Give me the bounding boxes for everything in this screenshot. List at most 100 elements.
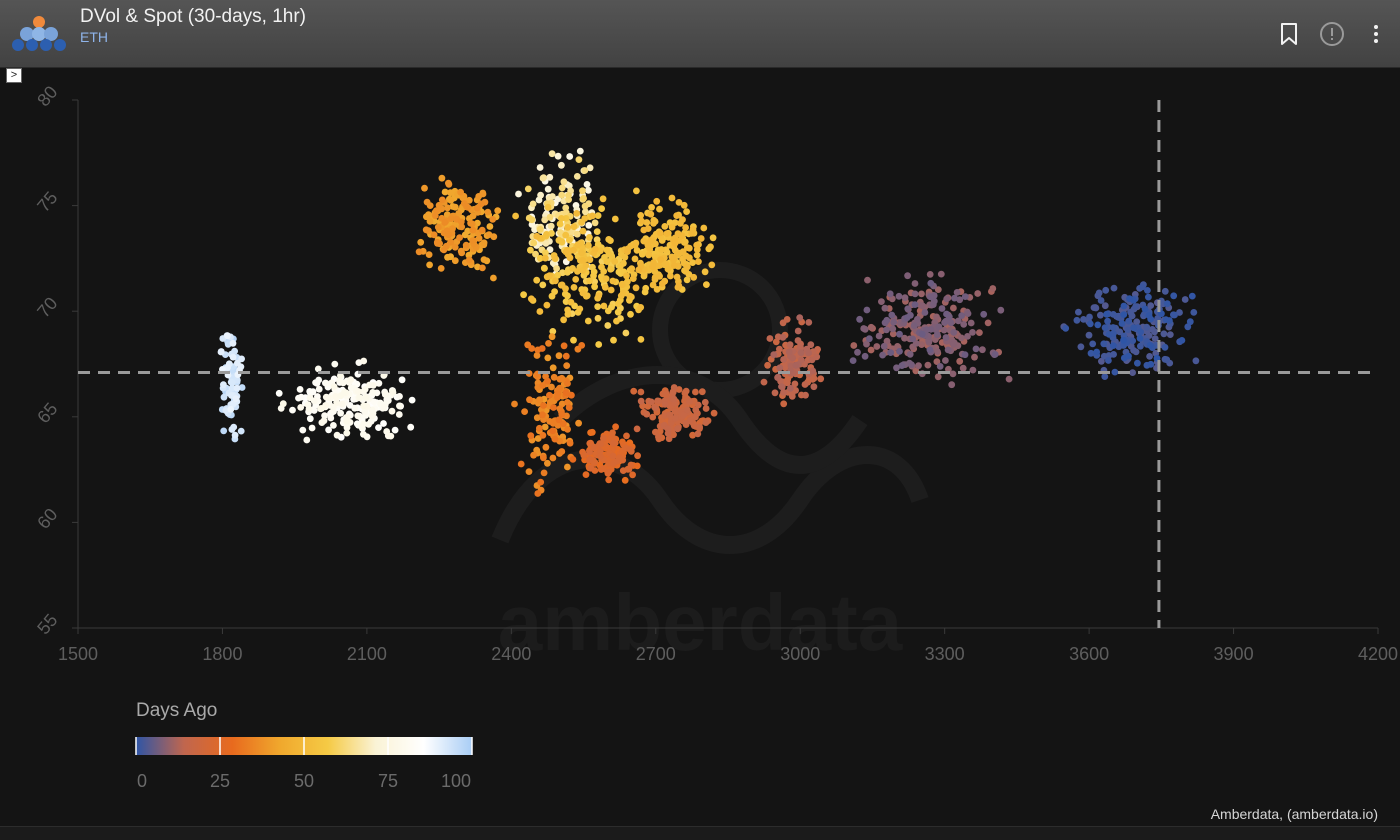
data-point: [375, 379, 383, 387]
data-point: [561, 290, 569, 298]
data-point: [681, 239, 688, 246]
data-point: [574, 268, 581, 275]
data-point: [974, 290, 982, 297]
data-point: [558, 281, 566, 289]
data-point: [1171, 311, 1178, 319]
data-point: [933, 331, 941, 339]
data-point: [582, 208, 589, 216]
data-point: [447, 215, 455, 223]
data-point: [641, 288, 649, 296]
data-point: [623, 272, 630, 280]
data-point: [580, 195, 587, 202]
data-point: [1129, 337, 1137, 345]
data-point: [325, 426, 332, 434]
data-point: [792, 361, 800, 369]
data-point: [575, 419, 582, 427]
data-point: [1118, 320, 1126, 327]
data-point: [955, 317, 962, 325]
data-point: [631, 255, 639, 263]
data-point: [645, 251, 653, 259]
data-point: [478, 226, 486, 234]
data-point: [912, 367, 920, 375]
data-point: [475, 193, 483, 200]
data-point: [465, 196, 473, 204]
x-tick-label: 2100: [347, 644, 387, 664]
data-point: [365, 421, 372, 428]
data-point: [673, 212, 681, 220]
x-tick-label: 3300: [925, 644, 965, 664]
data-point: [854, 348, 861, 356]
data-point: [850, 342, 858, 349]
data-point: [339, 379, 347, 387]
data-point: [675, 282, 683, 290]
data-point: [597, 247, 604, 255]
data-point: [865, 335, 873, 343]
data-point: [619, 467, 627, 474]
data-point: [1095, 289, 1103, 297]
data-point: [604, 322, 612, 329]
bookmark-icon[interactable]: [1277, 21, 1301, 47]
data-point: [1110, 284, 1118, 292]
data-point: [980, 310, 988, 318]
data-point: [544, 185, 552, 193]
data-point: [696, 423, 703, 431]
data-point: [785, 348, 793, 356]
data-point: [901, 334, 908, 342]
data-point: [229, 353, 237, 361]
data-point: [663, 230, 671, 238]
data-point: [536, 164, 544, 171]
data-point: [595, 341, 603, 348]
data-point: [433, 238, 441, 246]
data-point: [989, 285, 997, 292]
data-point: [579, 187, 586, 195]
data-point: [457, 218, 465, 226]
data-point: [598, 263, 605, 271]
data-point: [1192, 357, 1200, 365]
data-point: [549, 193, 556, 200]
data-point: [333, 431, 341, 439]
data-point: [911, 290, 919, 298]
data-point: [670, 395, 678, 403]
data-point: [530, 451, 537, 459]
data-point: [554, 394, 561, 401]
data-point: [682, 224, 689, 231]
data-point: [445, 231, 452, 239]
info-icon[interactable]: [1319, 21, 1345, 47]
data-point: [780, 400, 788, 408]
data-point: [701, 268, 709, 276]
data-point: [596, 452, 604, 460]
data-point: [279, 400, 287, 408]
data-point: [702, 405, 710, 412]
data-point: [361, 408, 369, 416]
data-point: [549, 419, 557, 427]
data-point: [562, 231, 570, 239]
data-point: [625, 465, 633, 473]
data-point: [764, 361, 771, 369]
data-point: [637, 388, 645, 396]
data-point: [438, 196, 446, 204]
data-point: [984, 319, 992, 327]
data-point: [306, 415, 314, 423]
y-tick-label: 80: [33, 82, 61, 110]
data-point: [1166, 317, 1173, 324]
data-point: [238, 384, 246, 391]
more-vert-icon[interactable]: [1364, 21, 1388, 47]
data-point: [489, 216, 497, 223]
data-point: [915, 362, 922, 370]
data-point: [549, 328, 557, 335]
data-point: [591, 283, 598, 291]
data-point: [1125, 352, 1132, 360]
sidebar-toggle-button[interactable]: >: [6, 68, 22, 83]
data-point: [343, 417, 351, 425]
data-point: [540, 454, 547, 462]
data-point: [581, 167, 589, 174]
data-point: [889, 330, 897, 338]
data-point: [438, 174, 446, 182]
data-point: [550, 404, 557, 411]
data-point: [594, 212, 602, 220]
data-point: [533, 232, 541, 240]
data-point: [1161, 343, 1169, 351]
data-point: [947, 319, 955, 327]
data-point: [797, 344, 804, 351]
data-point: [569, 456, 577, 463]
